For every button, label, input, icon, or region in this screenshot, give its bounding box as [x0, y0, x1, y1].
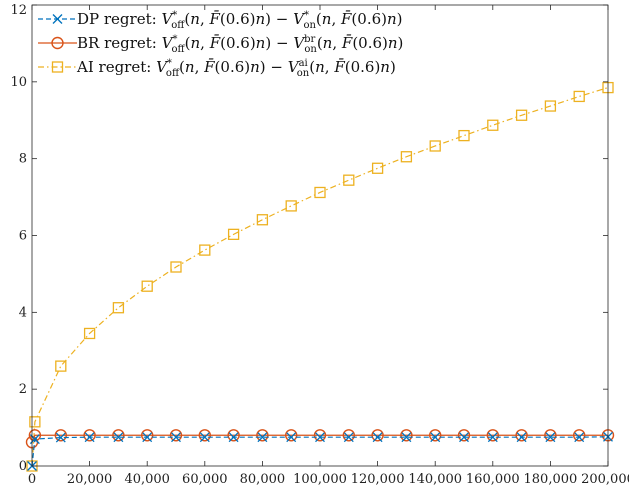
series-2-group — [25, 429, 615, 449]
series-1-group — [27, 431, 613, 471]
series-2-point — [400, 429, 413, 442]
legend-label: BR regret: V* off(n, F̄(0.6)n) − Vbr on(n,… — [77, 34, 403, 55]
series-1-point — [228, 432, 239, 443]
series-layer — [25, 81, 615, 472]
series-2-point — [256, 429, 269, 442]
series-1-point — [487, 432, 498, 443]
series-3-point — [371, 162, 384, 174]
series-3-point — [429, 140, 441, 152]
y-tick-label: 12 — [10, 3, 27, 18]
series-1-point — [343, 432, 354, 443]
series-3-point — [141, 280, 153, 292]
y-tick-label: 6 — [19, 229, 27, 244]
legend-entry-2: BR regret: V* off(n, F̄(0.6)n) − Vbr on(n,… — [38, 34, 403, 55]
series-2-point — [457, 429, 471, 442]
series-1-point — [286, 432, 297, 443]
series-1-point — [113, 432, 124, 443]
series-1-point — [142, 432, 153, 443]
series-1-point — [459, 432, 469, 443]
tick-label-layer: 0 20,000 40,000 60,000 80,000 100,000 120,000 1… — [10, 3, 629, 487]
legend-label: DP regret: V* off(n, F̄(0.6)n) − V* on(n, … — [77, 10, 403, 31]
legend-entry-3: AI regret: V* off(n, F̄(0.6)n) − Vai on(n,… — [38, 58, 396, 79]
plot-area-background — [32, 5, 608, 466]
series-2-point — [486, 429, 499, 442]
series-1-point — [84, 432, 95, 443]
legend-label: AI regret: V* off(n, F̄(0.6)n) − Vai on(n,… — [76, 58, 396, 79]
series-3-point — [227, 228, 240, 240]
series-1-point — [55, 432, 66, 443]
series-2-point — [544, 429, 557, 442]
series-1-point — [257, 432, 268, 443]
y-tick-label: 0 — [19, 459, 27, 474]
x-tick-label: 0 — [28, 472, 36, 487]
series-1-line — [31, 436, 609, 467]
x-tick-label: 180,000 — [524, 472, 578, 487]
series-2-point — [429, 429, 442, 442]
x-tick-label: 120,000 — [351, 472, 405, 487]
series-1-point — [430, 432, 441, 443]
series-3-group — [26, 81, 614, 472]
x-tick-label: 200,000 — [581, 472, 629, 487]
axes-layer — [31, 4, 609, 467]
series-2-point — [140, 429, 154, 442]
series-3-point — [83, 327, 96, 340]
x-tick-label: 100,000 — [293, 472, 347, 487]
series-2-point — [83, 429, 96, 442]
x-tick-label: 140,000 — [408, 472, 462, 487]
series-3-point — [112, 302, 125, 314]
series-3-point — [285, 200, 297, 212]
series-2-point — [285, 429, 298, 442]
series-3-point — [343, 174, 355, 186]
y-tick-label: 10 — [10, 75, 27, 90]
series-2-point — [54, 429, 67, 442]
series-3-point — [544, 100, 557, 112]
legend-entry-1: DP regret: V* off(n, F̄(0.6)n) − V* on(n, … — [38, 10, 403, 31]
series-3-point — [55, 360, 67, 372]
series-3-point — [199, 244, 211, 256]
series-2-point — [342, 429, 355, 442]
series-2-point — [169, 429, 183, 442]
series-3-point — [487, 119, 499, 131]
y-tick-label: 8 — [19, 152, 27, 167]
x-tick-label: 40,000 — [124, 472, 170, 487]
series-3-point — [29, 416, 41, 428]
series-3-point — [458, 129, 470, 142]
series-1-point — [199, 432, 210, 443]
series-3-point — [170, 261, 182, 273]
series-2-point — [573, 429, 586, 442]
series-1-point — [315, 432, 325, 443]
series-1-point — [372, 432, 383, 443]
legend-marker — [51, 61, 64, 73]
series-1-point — [516, 432, 527, 443]
series-1-point — [545, 432, 556, 443]
legend-marker — [51, 36, 64, 50]
series-2-point — [371, 429, 384, 442]
legend: DP regret: V* off(n, F̄(0.6)n) − V* on(n, … — [38, 10, 403, 79]
series-3-point — [256, 214, 269, 226]
series-2-line — [31, 434, 608, 443]
x-tick-label: 60,000 — [182, 472, 228, 487]
series-3-line — [31, 87, 609, 467]
legend-marker — [52, 14, 63, 24]
series-3-point — [573, 90, 585, 103]
series-1-point — [171, 432, 181, 443]
series-2-point — [112, 429, 125, 442]
series-1-point — [401, 432, 412, 443]
x-tick-label: 160,000 — [466, 472, 520, 487]
series-2-point — [227, 429, 240, 442]
series-2-point — [313, 429, 327, 442]
y-tick-label: 2 — [19, 382, 27, 397]
series-3-point — [400, 151, 413, 163]
x-tick-label: 80,000 — [240, 472, 286, 487]
series-2-point — [198, 429, 212, 442]
series-2-point — [515, 429, 528, 442]
x-tick-label: 20,000 — [67, 472, 113, 487]
y-tick-label: 4 — [19, 305, 27, 320]
series-3-point — [314, 186, 326, 199]
series-1-point — [574, 432, 585, 443]
series-3-point — [515, 109, 528, 121]
